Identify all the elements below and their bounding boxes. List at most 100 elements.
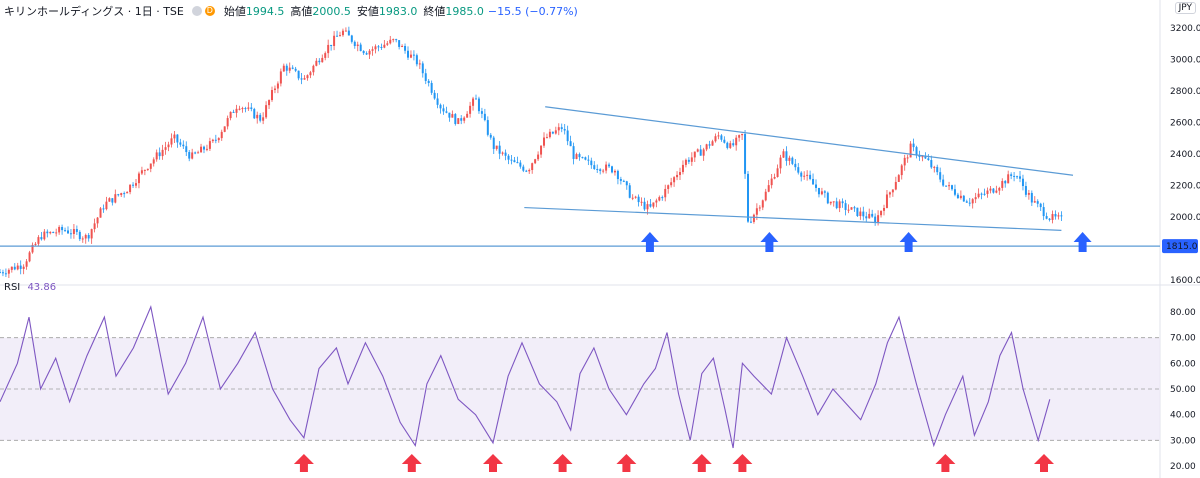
candle-body [693,151,696,158]
candle-body [377,46,380,48]
candle-body [968,202,971,204]
candle-body [758,207,761,209]
candle-body [572,146,575,159]
candle-body [250,107,253,109]
candle-body [578,154,581,158]
candle-body [353,41,356,47]
candle-body [918,155,921,157]
candle-body [34,243,37,245]
candle-body [333,35,336,47]
candle-body [622,180,625,182]
candle-body [262,117,265,121]
candle-body [735,137,738,146]
candle-body [989,188,992,191]
candle-body [61,226,64,231]
candle-body [995,190,998,193]
candle-body [661,197,664,199]
candle-body [140,170,143,174]
candle-body [37,237,40,244]
candle-body [752,214,755,222]
candle-body [87,235,90,239]
candle-body [324,53,327,58]
candle-body [371,49,374,51]
candle-body [279,71,282,84]
rsi-last-value: 43.86 [27,282,57,293]
candle-body [640,201,643,203]
candle-body [599,169,602,172]
candle-body [477,98,480,112]
candle-body [46,231,49,234]
candle-body [897,175,900,182]
rsi-tick-label: 60.00 [1170,359,1196,369]
trendline-upper[interactable] [545,106,1074,176]
candle-body [158,152,161,157]
candle-body [729,143,732,148]
candle-body [998,187,1001,191]
candle-body [303,78,306,80]
candle-body [421,63,424,74]
candle-body [983,193,986,195]
price-tick-label: 2400.0 [1170,150,1200,160]
candle-body [1051,214,1054,220]
candle-body [841,201,844,204]
candle-body [401,45,404,47]
candle-body [64,230,67,232]
candle-body [1013,175,1016,177]
candle-body [16,265,19,270]
candle-body [200,146,203,153]
candle-body [510,159,513,161]
candle-body [253,108,256,119]
candle-body [548,131,551,138]
up-arrow-icon [691,454,712,472]
candle-body [823,191,826,193]
candle-body [770,178,773,186]
candle-body [1019,176,1022,179]
candle-body [912,143,915,148]
candle-body [265,105,268,118]
candle-body [817,187,820,195]
symbol-title[interactable]: キリンホールディングス · 1日 · TSE [4,5,184,18]
up-arrow-icon [760,232,779,252]
candle-body [681,164,684,173]
candle-body [271,90,274,101]
currency-button[interactable]: JPY [1174,2,1196,14]
candle-body [676,174,679,178]
candle-body [300,78,303,80]
candle-body [149,163,152,169]
candle-body [791,157,794,164]
candle-body [782,151,785,158]
candle-body [655,200,658,203]
candle-body [1048,218,1051,220]
candle-body [714,136,717,142]
up-arrow-icon [1034,454,1054,472]
candle-body [826,192,829,204]
candle-body [992,188,995,193]
candle-body [649,204,652,207]
candle-body [1036,201,1039,204]
candle-body [380,46,383,48]
candle-body [809,174,812,179]
candle-body [853,207,856,209]
candle-body [143,169,146,171]
candle-body [560,127,563,130]
candle-body [1024,186,1027,195]
candle-body [164,147,167,150]
candle-body [1042,207,1045,217]
candle-body [241,108,244,110]
candle-body [883,207,886,211]
candle-body [747,173,750,222]
candle-body [457,118,460,124]
candle-body [229,111,232,119]
candle-body [986,190,989,194]
candle-body [1007,174,1010,184]
candle-body [545,137,548,139]
trendline-lower[interactable] [524,206,1062,231]
candle-body [102,208,105,210]
candle-body [344,30,347,32]
candle-body [188,152,191,159]
candle-body [667,185,670,189]
candle-body [587,159,590,161]
up-arrow-icon [732,454,753,472]
candle-body [179,142,182,145]
